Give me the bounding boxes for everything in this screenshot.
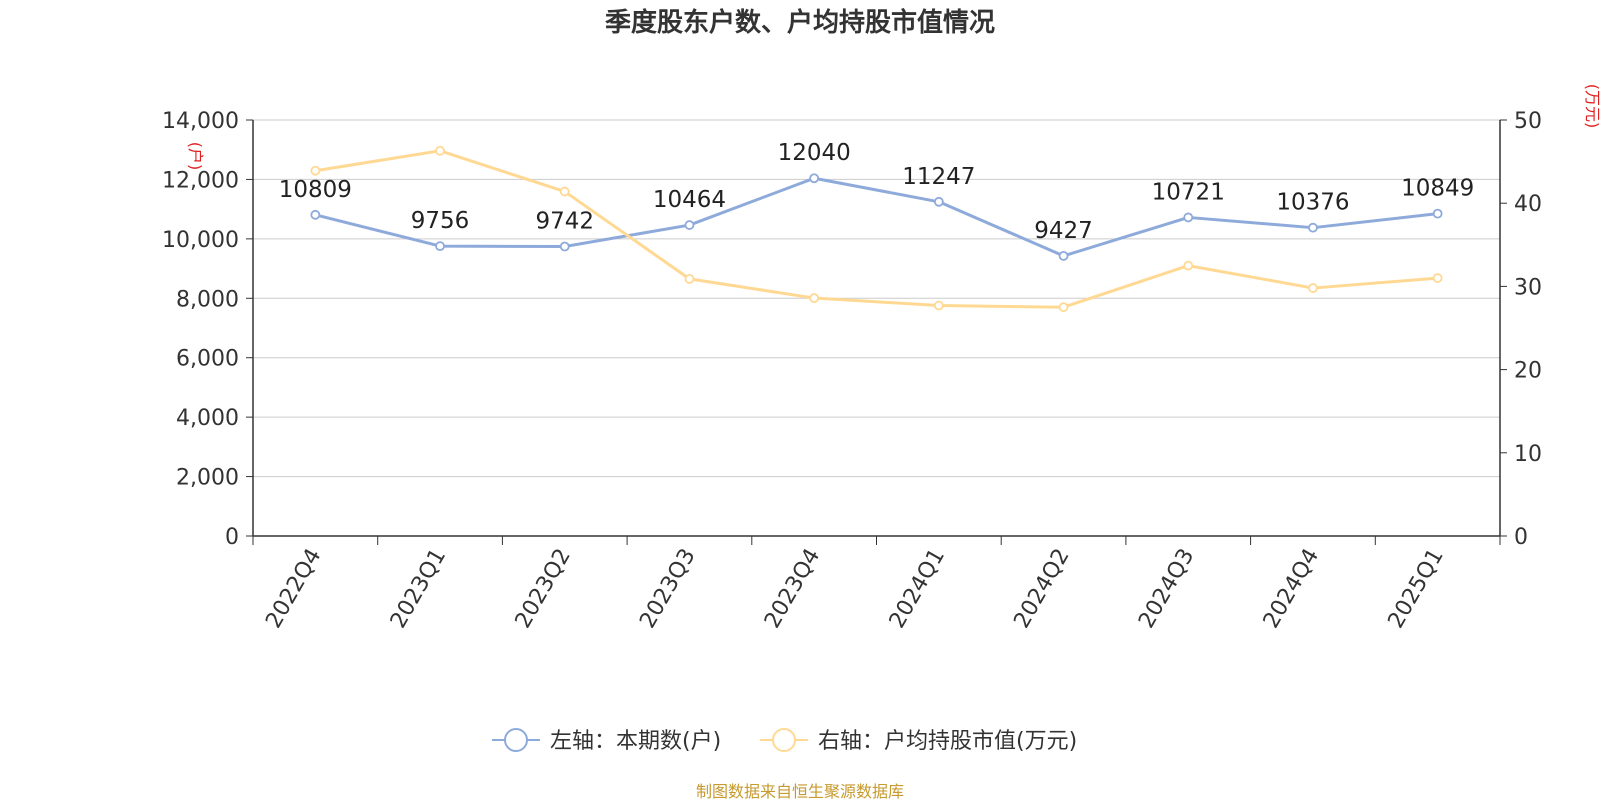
series-2-point	[809, 293, 820, 303]
data-label: 9742	[535, 209, 594, 235]
series-1-point	[310, 209, 321, 220]
series-2-point	[1308, 283, 1318, 293]
legend-marker	[504, 728, 528, 752]
left-tick-label: 4,000	[176, 406, 239, 431]
source-note: 制图数据来自恒生聚源数据库	[695, 782, 904, 801]
series-1-point	[435, 241, 445, 252]
data-label: 10721	[1152, 179, 1225, 205]
left-tick-label: 14,000	[162, 109, 239, 134]
data-label: 10464	[653, 187, 726, 213]
series-2-point	[559, 186, 570, 197]
data-label: 12040	[778, 140, 851, 166]
series-1-point	[1058, 250, 1069, 261]
data-label: 10376	[1276, 190, 1349, 216]
series-2-point	[310, 165, 321, 176]
series-1-point	[1432, 208, 1443, 219]
left-tick-label: 6,000	[176, 347, 239, 372]
x-tick-label: 2025Q1	[1384, 545, 1449, 633]
x-tick-label: 2024Q3	[1134, 545, 1199, 633]
data-label: 9427	[1034, 218, 1093, 244]
x-tick-label: 2023Q1	[386, 545, 451, 633]
series-2-point	[1058, 302, 1069, 313]
right-tick-label: 50	[1514, 109, 1542, 134]
series-1-point	[809, 173, 820, 184]
data-label: 10849	[1401, 176, 1474, 202]
x-tick-label: 2023Q4	[760, 545, 825, 633]
series-2-point	[1432, 273, 1443, 283]
right-axis-unit-label: (万元)	[1583, 84, 1600, 129]
x-tick-label: 2024Q1	[885, 545, 950, 633]
series-2-point	[1183, 260, 1194, 271]
x-tick-label: 2023Q2	[511, 545, 576, 633]
right-tick-label: 0	[1514, 525, 1528, 550]
x-tick-label: 2024Q4	[1259, 545, 1324, 633]
legend-marker	[772, 728, 796, 752]
series-1-point	[1308, 222, 1318, 233]
data-label: 9756	[411, 208, 470, 234]
left-tick-label: 10,000	[162, 228, 239, 253]
x-tick-label: 2022Q4	[261, 545, 326, 633]
series-1-point	[1183, 212, 1194, 223]
left-tick-label: 2,000	[176, 466, 239, 491]
series-line-2	[315, 149, 1438, 309]
chart-title: 季度股东户数、户均持股市值情况	[604, 8, 995, 38]
series-2-point	[684, 274, 695, 284]
left-axis-unit-label: (户)	[186, 142, 205, 171]
left-tick-label: 8,000	[176, 287, 239, 312]
left-tick-label: 12,000	[162, 168, 239, 193]
x-tick-label: 2023Q3	[635, 545, 700, 633]
x-tick-label: 2024Q2	[1009, 545, 1074, 633]
right-tick-label: 30	[1514, 275, 1542, 300]
left-tick-label: 0	[225, 525, 239, 550]
series-1-point	[559, 241, 570, 252]
series-1-point	[933, 196, 944, 207]
data-label: 10809	[279, 177, 352, 203]
series-2-point	[933, 300, 944, 311]
legend-label: 右轴：户均持股市值(万元)	[818, 729, 1077, 754]
series-1-point	[684, 220, 695, 230]
data-label: 11247	[902, 164, 975, 190]
series-2-point	[435, 145, 445, 156]
right-tick-label: 20	[1514, 359, 1542, 384]
right-tick-label: 40	[1514, 192, 1542, 217]
series-line-1	[314, 176, 1438, 258]
legend-label: 左轴：本期数(户)	[550, 729, 721, 754]
right-tick-label: 10	[1514, 442, 1542, 467]
